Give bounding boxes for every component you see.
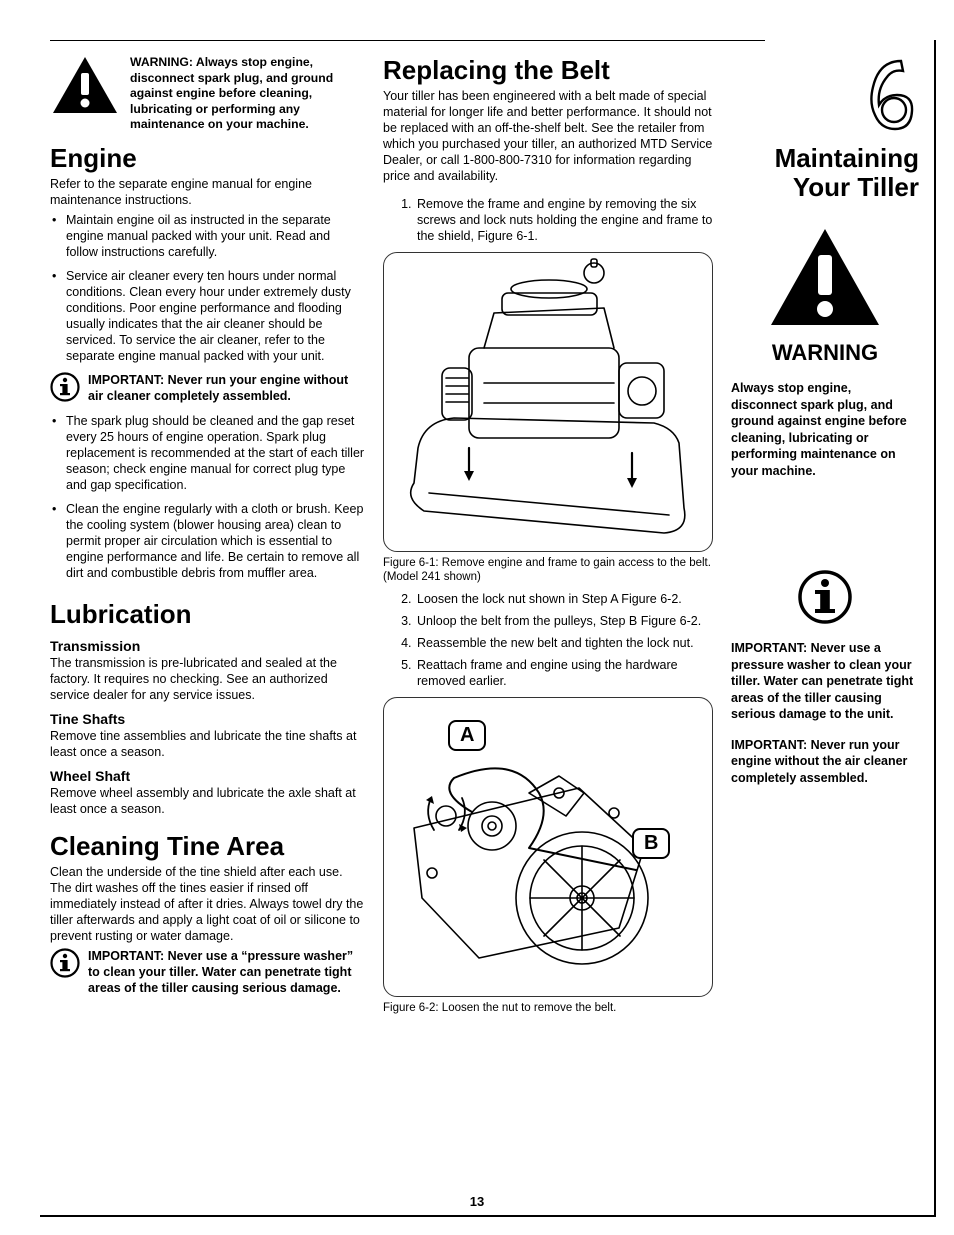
figure-label-a: A	[448, 720, 486, 751]
lub-sub2: Tine Shafts	[50, 711, 365, 727]
left-column: WARNING: Always stop engine, disconnect …	[50, 55, 365, 1021]
belt-step: Reassemble the new belt and tighten the …	[415, 635, 713, 651]
cleaning-heading: Cleaning Tine Area	[50, 831, 365, 862]
engine-bullet: Service air cleaner every ten hours unde…	[66, 268, 365, 364]
lub-text2: Remove tine assemblies and lubricate the…	[50, 728, 365, 760]
engine-important-text: IMPORTANT: Never run your engine without…	[88, 372, 365, 404]
belt-steps-2: Loosen the lock nut shown in Step A Figu…	[383, 591, 713, 689]
engine-heading: Engine	[50, 143, 365, 174]
belt-step: Loosen the lock nut shown in Step A Figu…	[415, 591, 713, 607]
lub-text3: Remove wheel assembly and lubricate the …	[50, 785, 365, 817]
figure-label-b: B	[632, 828, 670, 859]
cleaning-important-text: IMPORTANT: Never use a “pressure washer”…	[88, 948, 365, 996]
sidebar-info-icon	[731, 569, 919, 630]
sidebar-warning-triangle-icon	[731, 225, 919, 336]
top-warning-block: WARNING: Always stop engine, disconnect …	[50, 55, 365, 133]
figure-6-1	[383, 252, 713, 552]
middle-column: Replacing the Belt Your tiller has been …	[383, 55, 713, 1021]
chapter-number-icon	[731, 55, 919, 138]
top-warning-text: WARNING: Always stop engine, disconnect …	[130, 55, 365, 133]
sidebar-important-2: IMPORTANT: Never run your engine without…	[731, 737, 919, 787]
engine-bullets-2: The spark plug should be cleaned and the…	[50, 413, 365, 581]
sidebar-important-1: IMPORTANT: Never use a pressure washer t…	[731, 640, 919, 723]
warning-triangle-icon	[50, 55, 120, 122]
content-columns: WARNING: Always stop engine, disconnect …	[50, 55, 925, 1021]
engine-bullet: Clean the engine regularly with a cloth …	[66, 501, 365, 581]
belt-step: Reattach frame and engine using the hard…	[415, 657, 713, 689]
chapter-title-line1: Maintaining	[775, 143, 919, 173]
sidebar-warning-text: Always stop engine, disconnect spark plu…	[731, 380, 919, 479]
cleaning-text: Clean the underside of the tine shield a…	[50, 864, 365, 944]
page-number: 13	[0, 1194, 954, 1209]
engine-bullet: Maintain engine oil as instructed in the…	[66, 212, 365, 260]
lub-text1: The transmission is pre-lubricated and s…	[50, 655, 365, 703]
engine-important-row: IMPORTANT: Never run your engine without…	[50, 372, 365, 407]
chapter-title: Maintaining Your Tiller	[731, 144, 919, 201]
figure-6-2: A B	[383, 697, 713, 997]
top-rule	[50, 40, 765, 41]
figure-6-2-caption: Figure 6-2: Loosen the nut to remove the…	[383, 1001, 713, 1015]
engine-bullet: The spark plug should be cleaned and the…	[66, 413, 365, 493]
lub-sub1: Transmission	[50, 638, 365, 654]
chapter-title-line2: Your Tiller	[793, 172, 919, 202]
engine-bullets-1: Maintain engine oil as instructed in the…	[50, 212, 365, 364]
figure-6-1-caption: Figure 6-1: Remove engine and frame to g…	[383, 556, 713, 585]
info-icon	[50, 948, 80, 983]
belt-step: Unloop the belt from the pulleys, Step B…	[415, 613, 713, 629]
belt-heading: Replacing the Belt	[383, 55, 713, 86]
info-icon	[50, 372, 80, 407]
lubrication-heading: Lubrication	[50, 599, 365, 630]
belt-step: Remove the frame and engine by removing …	[415, 196, 713, 244]
cleaning-important-row: IMPORTANT: Never use a “pressure washer”…	[50, 948, 365, 996]
engine-intro: Refer to the separate engine manual for …	[50, 176, 365, 208]
sidebar-warning-label: WARNING	[731, 340, 919, 366]
right-sidebar: Maintaining Your Tiller WARNING Always s…	[731, 55, 919, 1021]
belt-intro: Your tiller has been engineered with a b…	[383, 88, 713, 184]
lub-sub3: Wheel Shaft	[50, 768, 365, 784]
belt-steps-1: Remove the frame and engine by removing …	[383, 196, 713, 244]
